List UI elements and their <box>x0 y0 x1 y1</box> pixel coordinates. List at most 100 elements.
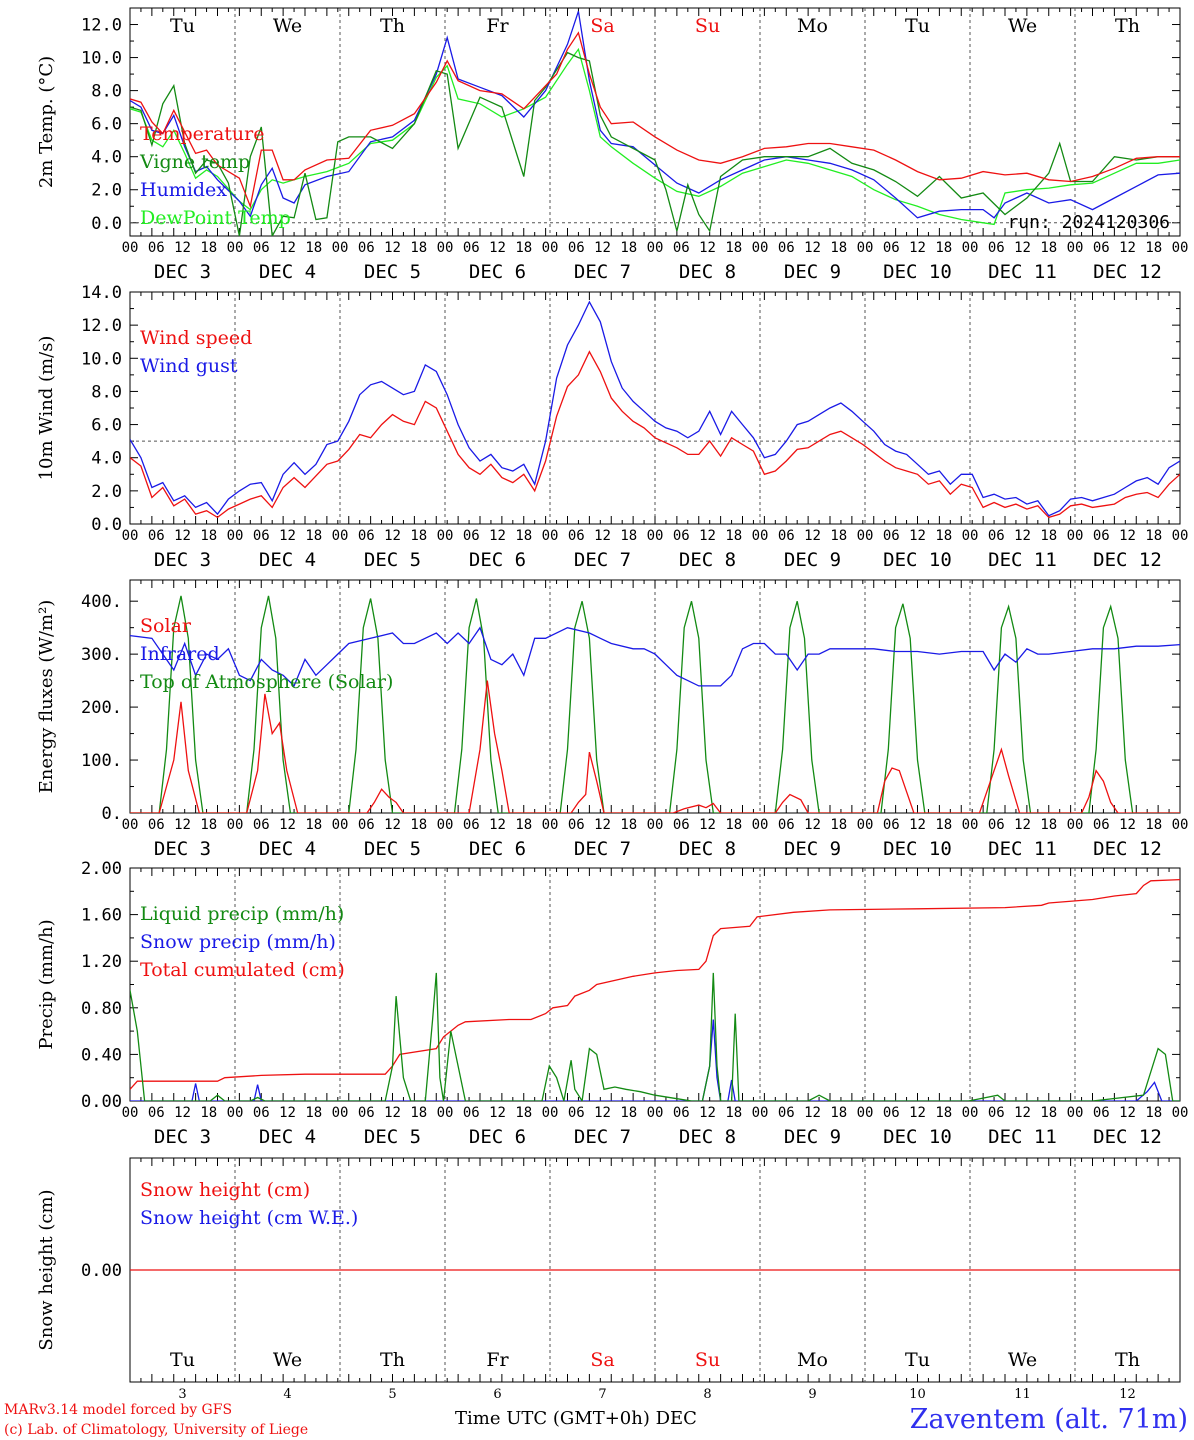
y-tick-label: 0.40 <box>81 1045 122 1065</box>
hour-tick-label: 00 <box>857 528 874 544</box>
hour-tick-label: 18 <box>935 817 952 833</box>
hour-tick-label: 18 <box>620 240 637 256</box>
day-name-top: Tu <box>170 15 195 37</box>
legend-entry: Vigne temp <box>139 151 250 173</box>
y-tick-label: 1.60 <box>81 906 122 926</box>
hour-tick-label: 00 <box>227 1105 244 1121</box>
station-title: Zaventem (alt. 71m) <box>910 1404 1188 1435</box>
day-name-top: We <box>273 15 302 37</box>
hour-tick-label: 06 <box>988 528 1005 544</box>
panels-layer: 0.0 2.0 4.0 6.0 8.0 10.0 12.0 2m Temp. (°C) Temp… <box>36 7 1189 1402</box>
hour-tick-label: 06 <box>778 240 795 256</box>
hour-tick-label: 12 <box>804 1105 821 1121</box>
day-name-top: Sa <box>590 15 614 37</box>
hour-tick-label: 18 <box>305 240 322 256</box>
day-number: 5 <box>388 1387 396 1402</box>
y-tick-label: 0. <box>102 804 122 824</box>
day-number: 12 <box>1119 1387 1136 1402</box>
hour-tick-label: 06 <box>673 817 690 833</box>
hour-tick-label: 00 <box>1067 817 1084 833</box>
hour-tick-label: 06 <box>358 240 375 256</box>
hour-tick-label: 18 <box>935 1105 952 1121</box>
run-annotation: run: 2024120306 <box>1007 212 1170 233</box>
hour-tick-label: 06 <box>673 1105 690 1121</box>
series-line-temperature <box>130 31 1180 209</box>
legend-entry: Snow height (cm W.E.) <box>140 1207 358 1229</box>
day-name-bottom: Tu <box>905 1349 930 1371</box>
hour-tick-label: 00 <box>122 1105 139 1121</box>
day-name-bottom: Th <box>380 1349 405 1371</box>
hour-tick-label: 18 <box>410 1105 427 1121</box>
hour-tick-label: 12 <box>699 1105 716 1121</box>
y-axis-label: Energy fluxes (W/m²) <box>36 600 57 794</box>
hour-tick-label: 00 <box>332 1105 349 1121</box>
date-label: DEC 4 <box>259 549 316 571</box>
hour-tick-label: 06 <box>253 240 270 256</box>
legend-entry: DewPoint Temp <box>140 207 291 229</box>
hour-tick-label: 06 <box>988 817 1005 833</box>
date-label: DEC 9 <box>784 261 841 283</box>
panel-energy: 0. 100. 200. 300. 400. Energy fluxes (W/m²) So… <box>36 579 1189 860</box>
hour-tick-label: 00 <box>647 817 664 833</box>
hour-tick-label: 06 <box>148 240 165 256</box>
hour-tick-label: 00 <box>542 240 559 256</box>
y-tick-label: 0.0 <box>91 515 122 535</box>
hour-tick-label: 00 <box>647 1105 664 1121</box>
hour-tick-label: 12 <box>279 240 296 256</box>
hour-tick-label: 18 <box>410 240 427 256</box>
hour-tick-label: 00 <box>332 240 349 256</box>
hour-tick-label: 00 <box>1172 817 1189 833</box>
hour-tick-label: 18 <box>200 528 217 544</box>
day-name-bottom: Tu <box>170 1349 195 1371</box>
date-label: DEC 9 <box>784 1126 841 1148</box>
y-tick-label: 2.0 <box>91 482 122 502</box>
y-tick-label: 8.0 <box>91 82 122 102</box>
date-label: DEC 12 <box>1093 838 1162 860</box>
hour-tick-label: 06 <box>778 528 795 544</box>
hour-tick-label: 06 <box>883 817 900 833</box>
legend-entry: Top of Atmosphere (Solar) <box>140 671 393 693</box>
y-tick-label: 0.00 <box>81 1261 122 1281</box>
y-axis-label: Snow height (cm) <box>36 1189 57 1350</box>
day-name-top: Th <box>1115 15 1140 37</box>
hour-tick-label: 12 <box>1119 528 1136 544</box>
series-line-humidex <box>130 11 1180 219</box>
legend-entry: Wind gust <box>140 355 238 377</box>
hour-tick-label: 00 <box>752 817 769 833</box>
hour-tick-label: 12 <box>279 1105 296 1121</box>
hour-tick-label: 06 <box>568 528 585 544</box>
date-label: DEC 3 <box>154 549 211 571</box>
hour-tick-label: 00 <box>1172 528 1189 544</box>
y-tick-label: 10.0 <box>81 349 122 369</box>
hour-tick-label: 12 <box>384 1105 401 1121</box>
y-tick-label: 6.0 <box>91 416 122 436</box>
series-line-top-of-atmosphere-solar- <box>130 595 1180 813</box>
y-tick-label: 12.0 <box>81 16 122 36</box>
hour-tick-label: 06 <box>253 817 270 833</box>
hour-tick-label: 12 <box>594 1105 611 1121</box>
panel-snow: 0.00 Snow height (cm) Snow height (cm) Snow… <box>36 1157 1181 1402</box>
hour-tick-label: 00 <box>227 817 244 833</box>
day-name-top: Su <box>695 15 720 37</box>
series-line-dewpoint-temp <box>130 47 1180 226</box>
date-label: DEC 3 <box>154 261 211 283</box>
day-number: 8 <box>703 1387 711 1402</box>
hour-tick-label: 12 <box>1014 817 1031 833</box>
hour-tick-label: 18 <box>1040 240 1057 256</box>
hour-tick-label: 12 <box>594 528 611 544</box>
series-line-snow-precip-mm-h- <box>130 1019 1180 1101</box>
y-tick-label: 12.0 <box>81 316 122 336</box>
hour-tick-label: 00 <box>227 528 244 544</box>
day-name-bottom: Fr <box>486 1349 509 1371</box>
date-label: DEC 10 <box>883 1126 952 1148</box>
hour-tick-label: 00 <box>857 240 874 256</box>
y-tick-label: 2.0 <box>91 181 122 201</box>
date-label: DEC 9 <box>784 838 841 860</box>
legend-entry: Total cumulated (cm) <box>140 959 345 981</box>
hour-tick-label: 12 <box>279 817 296 833</box>
hour-tick-label: 00 <box>962 817 979 833</box>
hour-tick-label: 12 <box>804 528 821 544</box>
date-label: DEC 11 <box>988 261 1057 283</box>
date-label: DEC 11 <box>988 838 1057 860</box>
hour-tick-label: 18 <box>515 528 532 544</box>
